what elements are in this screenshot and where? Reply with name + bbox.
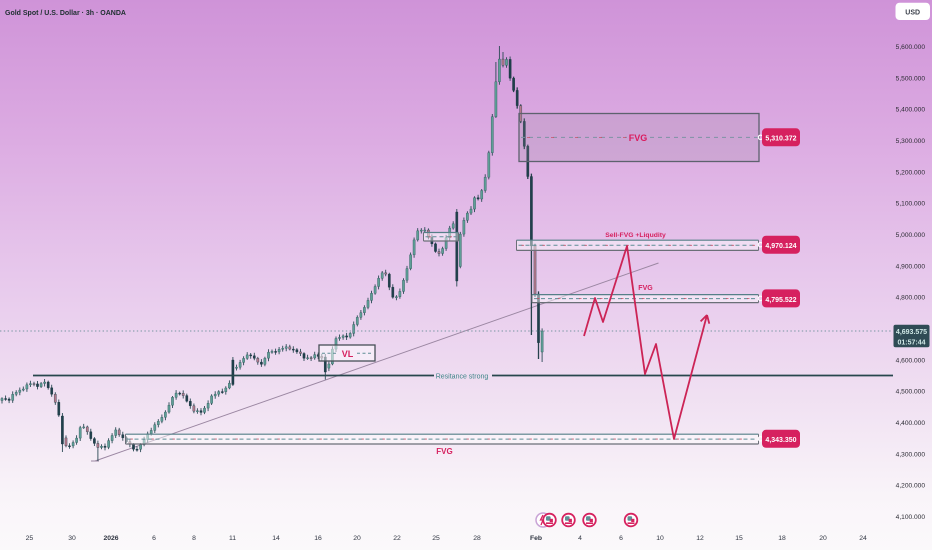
svg-text:4,200.000: 4,200.000 bbox=[896, 483, 926, 490]
svg-text:6: 6 bbox=[619, 535, 623, 542]
svg-text:28: 28 bbox=[473, 535, 481, 542]
svg-text:14: 14 bbox=[272, 535, 280, 542]
svg-text:5,200.000: 5,200.000 bbox=[896, 169, 926, 176]
svg-text:24: 24 bbox=[859, 535, 867, 542]
svg-text:5,000.000: 5,000.000 bbox=[896, 232, 926, 239]
svg-text:4,343.350: 4,343.350 bbox=[765, 437, 796, 444]
svg-text:5,100.000: 5,100.000 bbox=[896, 201, 926, 208]
svg-text:6: 6 bbox=[152, 535, 156, 542]
svg-text:15: 15 bbox=[735, 535, 743, 542]
svg-text:11: 11 bbox=[229, 535, 236, 542]
svg-text:4,800.000: 4,800.000 bbox=[896, 295, 926, 302]
svg-text:4,400.000: 4,400.000 bbox=[896, 420, 926, 427]
svg-text:4: 4 bbox=[578, 535, 582, 542]
svg-text:22: 22 bbox=[393, 535, 401, 542]
svg-text:25: 25 bbox=[26, 535, 34, 542]
svg-text:4,600.000: 4,600.000 bbox=[896, 357, 926, 364]
svg-text:FVG: FVG bbox=[638, 285, 653, 292]
svg-text:4,970.124: 4,970.124 bbox=[765, 243, 796, 250]
svg-text:16: 16 bbox=[314, 535, 322, 542]
svg-text:VL: VL bbox=[342, 349, 354, 359]
svg-text:4,100.000: 4,100.000 bbox=[896, 514, 926, 521]
svg-text:2026: 2026 bbox=[103, 535, 118, 542]
svg-text:FVG: FVG bbox=[629, 133, 648, 143]
svg-text:25: 25 bbox=[432, 535, 440, 542]
svg-text:10: 10 bbox=[656, 535, 664, 542]
svg-text:20: 20 bbox=[819, 535, 827, 542]
svg-text:Resitance strong: Resitance strong bbox=[436, 373, 489, 380]
svg-text:30: 30 bbox=[68, 535, 76, 542]
svg-text:4,795.522: 4,795.522 bbox=[765, 297, 796, 304]
svg-text:5,500.000: 5,500.000 bbox=[896, 75, 926, 82]
svg-text:5,400.000: 5,400.000 bbox=[896, 107, 926, 114]
svg-text:20: 20 bbox=[353, 535, 361, 542]
svg-text:5,300.000: 5,300.000 bbox=[896, 138, 926, 145]
svg-text:Sell-FVG +Liqudity: Sell-FVG +Liqudity bbox=[605, 232, 666, 239]
svg-text:5,600.000: 5,600.000 bbox=[896, 44, 926, 51]
svg-text:12: 12 bbox=[696, 535, 704, 542]
svg-text:4,300.000: 4,300.000 bbox=[896, 451, 926, 458]
svg-text:4,900.000: 4,900.000 bbox=[896, 263, 926, 270]
svg-text:5,310.372: 5,310.372 bbox=[765, 136, 796, 143]
svg-text:8: 8 bbox=[192, 535, 196, 542]
svg-text:Feb: Feb bbox=[530, 535, 542, 542]
svg-text:Gold Spot / U.S. Dollar · 3h ·: Gold Spot / U.S. Dollar · 3h · OANDA bbox=[5, 10, 126, 17]
svg-text:FVG: FVG bbox=[436, 447, 452, 456]
svg-text:18: 18 bbox=[778, 535, 786, 542]
svg-text:USD: USD bbox=[905, 9, 920, 16]
svg-text:01:57:44: 01:57:44 bbox=[897, 340, 925, 347]
svg-text:4,500.000: 4,500.000 bbox=[896, 389, 926, 396]
svg-text:4,693.575: 4,693.575 bbox=[896, 329, 927, 336]
